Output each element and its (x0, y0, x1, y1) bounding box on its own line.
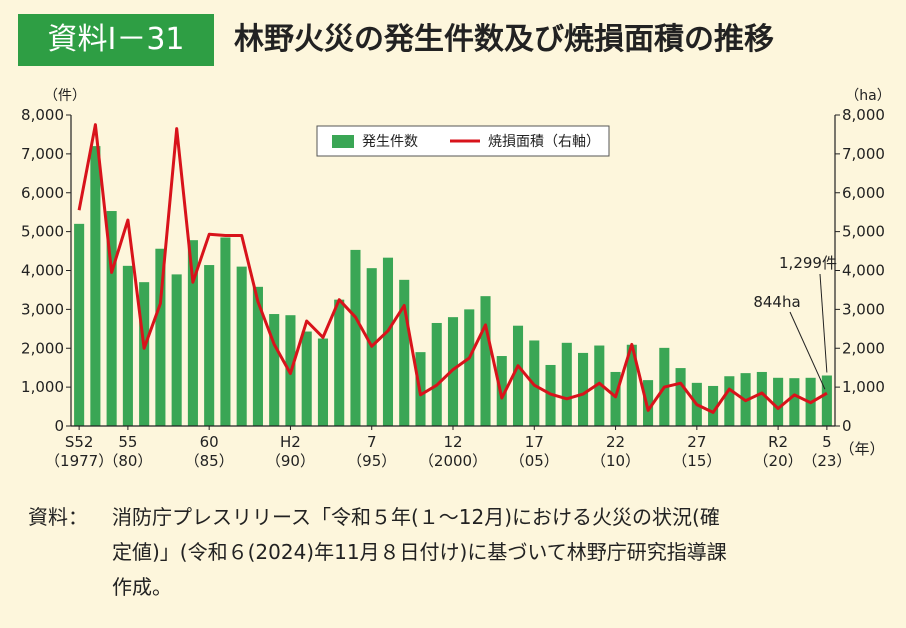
x-tick-year-label: （15） (672, 452, 721, 470)
bar-count-2008 (578, 352, 589, 426)
area-line (77, 123, 828, 414)
source-label: 資料： (28, 505, 88, 529)
bar-count-1984 (187, 240, 198, 426)
bar-count-1991 (301, 331, 312, 426)
bar-count-1978 (90, 146, 101, 426)
bar-count-2014 (675, 368, 686, 426)
x-tick-label: H2 (280, 433, 301, 451)
x-tick-label: 7 (367, 433, 377, 451)
right-tick-label: 4,000 (842, 262, 885, 280)
bar-count-1980 (122, 265, 133, 426)
bar-count-2007 (561, 342, 572, 426)
bar-count-2012 (643, 380, 654, 426)
x-axis-unit: （年） (839, 440, 884, 458)
figure-number-badge: 資料Ⅰ－31 (18, 14, 214, 66)
bar-count-2002 (480, 296, 491, 426)
x-tick-label: R2 (768, 433, 788, 451)
bar-count-2020 (773, 377, 784, 426)
bar-count-2001 (464, 309, 475, 426)
annotation-count-latest: 1,299件 (779, 254, 837, 272)
left-tick-label: 5,000 (21, 223, 64, 241)
legend-label-area: 焼損面積（右軸） (488, 134, 600, 150)
right-tick-label: 6,000 (842, 184, 885, 202)
bar-count-1985 (204, 265, 215, 426)
right-tick-label: 0 (842, 417, 852, 435)
bar-count-1988 (252, 286, 263, 426)
left-tick-label: 4,000 (21, 262, 64, 280)
left-tick-label: 0 (54, 417, 64, 435)
x-tick-label: 22 (606, 433, 625, 451)
bar-count-2011 (626, 344, 637, 426)
right-tick-label: 5,000 (842, 223, 885, 241)
left-axis-unit: （件） (44, 88, 86, 104)
bar-count-1979 (106, 211, 117, 426)
x-tick-label: 17 (525, 433, 544, 451)
bar-count-2021 (789, 378, 800, 426)
bar-count-1999 (431, 322, 442, 426)
bar-count-1982 (155, 248, 166, 426)
left-tick-label: 7,000 (21, 145, 64, 163)
bar-count-1981 (139, 282, 150, 426)
left-tick-label: 2,000 (21, 339, 64, 357)
bar-count-2004 (512, 325, 524, 426)
x-tick-year-label: （2000） (419, 452, 487, 470)
bar-count-1994 (350, 249, 361, 426)
x-tick-year-label: （10） (591, 452, 640, 470)
x-tick-year-label: （20） (754, 452, 803, 470)
bar-count-1989 (269, 314, 280, 426)
legend-bar-swatch (332, 135, 354, 148)
bar-count-2017 (724, 376, 735, 426)
right-axis-unit: （ha） (845, 88, 890, 104)
x-tick-label: S52 (65, 433, 94, 451)
bar-count-1987 (236, 266, 247, 426)
x-tick-year-label: （80） (103, 452, 152, 470)
right-tick-label: 1,000 (842, 378, 885, 396)
bar-count-1996 (382, 257, 394, 426)
bar-count-2009 (594, 345, 605, 426)
left-tick-label: 1,000 (21, 378, 64, 396)
bar-count-2019 (756, 371, 767, 426)
x-tick-year-label: （1977） (45, 452, 113, 470)
right-tick-label: 7,000 (842, 145, 885, 163)
bar-count-1977 (74, 223, 85, 426)
left-tick-label: 3,000 (21, 300, 64, 318)
annotation-count-leader (819, 273, 828, 373)
x-tick-label: 12 (443, 433, 462, 451)
chart: 0 1,000 2,000 3,000 4,000 5,000 6,000 7,000 8,00… (21, 88, 891, 470)
bar-count-2010 (610, 371, 621, 426)
right-tick-label: 8,000 (842, 106, 885, 124)
x-tick-year-label: （95） (347, 452, 396, 470)
source-text: 消防庁プレスリリース「令和５年(１～12月)における火災の状況(確 定値)」(令… (112, 505, 727, 599)
legend: 発生件数 焼損面積（右軸） (316, 125, 610, 157)
x-tick-year-label: （85） (185, 452, 234, 470)
x-tick-label: 27 (687, 433, 706, 451)
bar-count-1986 (220, 237, 231, 426)
x-tick-label: 5 (822, 433, 832, 451)
annotation-area-leader (789, 311, 826, 390)
bar-count-1997 (399, 279, 410, 426)
x-tick-year-label: （23） (802, 452, 851, 470)
source-note: 資料： 消防庁プレスリリース「令和５年(１～12月)における火災の状況(確 定値)… (28, 500, 902, 605)
left-tick-label: 8,000 (21, 106, 64, 124)
annotation-area-latest: 844ha (753, 293, 800, 311)
bar-count-1993 (334, 299, 345, 426)
x-tick-year-label: （90） (266, 452, 315, 470)
chart-title: 林野火災の発生件数及び焼損面積の推移 (234, 22, 774, 57)
bar-count-2016 (708, 385, 719, 426)
right-tick-label: 3,000 (842, 300, 885, 318)
bar-count-2023 (821, 375, 832, 426)
x-tick-label: 55 (118, 433, 137, 451)
bar-count-1992 (317, 338, 328, 426)
legend-label-count: 発生件数 (362, 134, 418, 150)
x-tick-year-label: （05） (510, 452, 559, 470)
x-tick-label: 60 (200, 433, 219, 451)
right-tick-label: 2,000 (842, 339, 885, 357)
bar-count-1983 (171, 274, 182, 426)
left-tick-label: 6,000 (21, 184, 64, 202)
